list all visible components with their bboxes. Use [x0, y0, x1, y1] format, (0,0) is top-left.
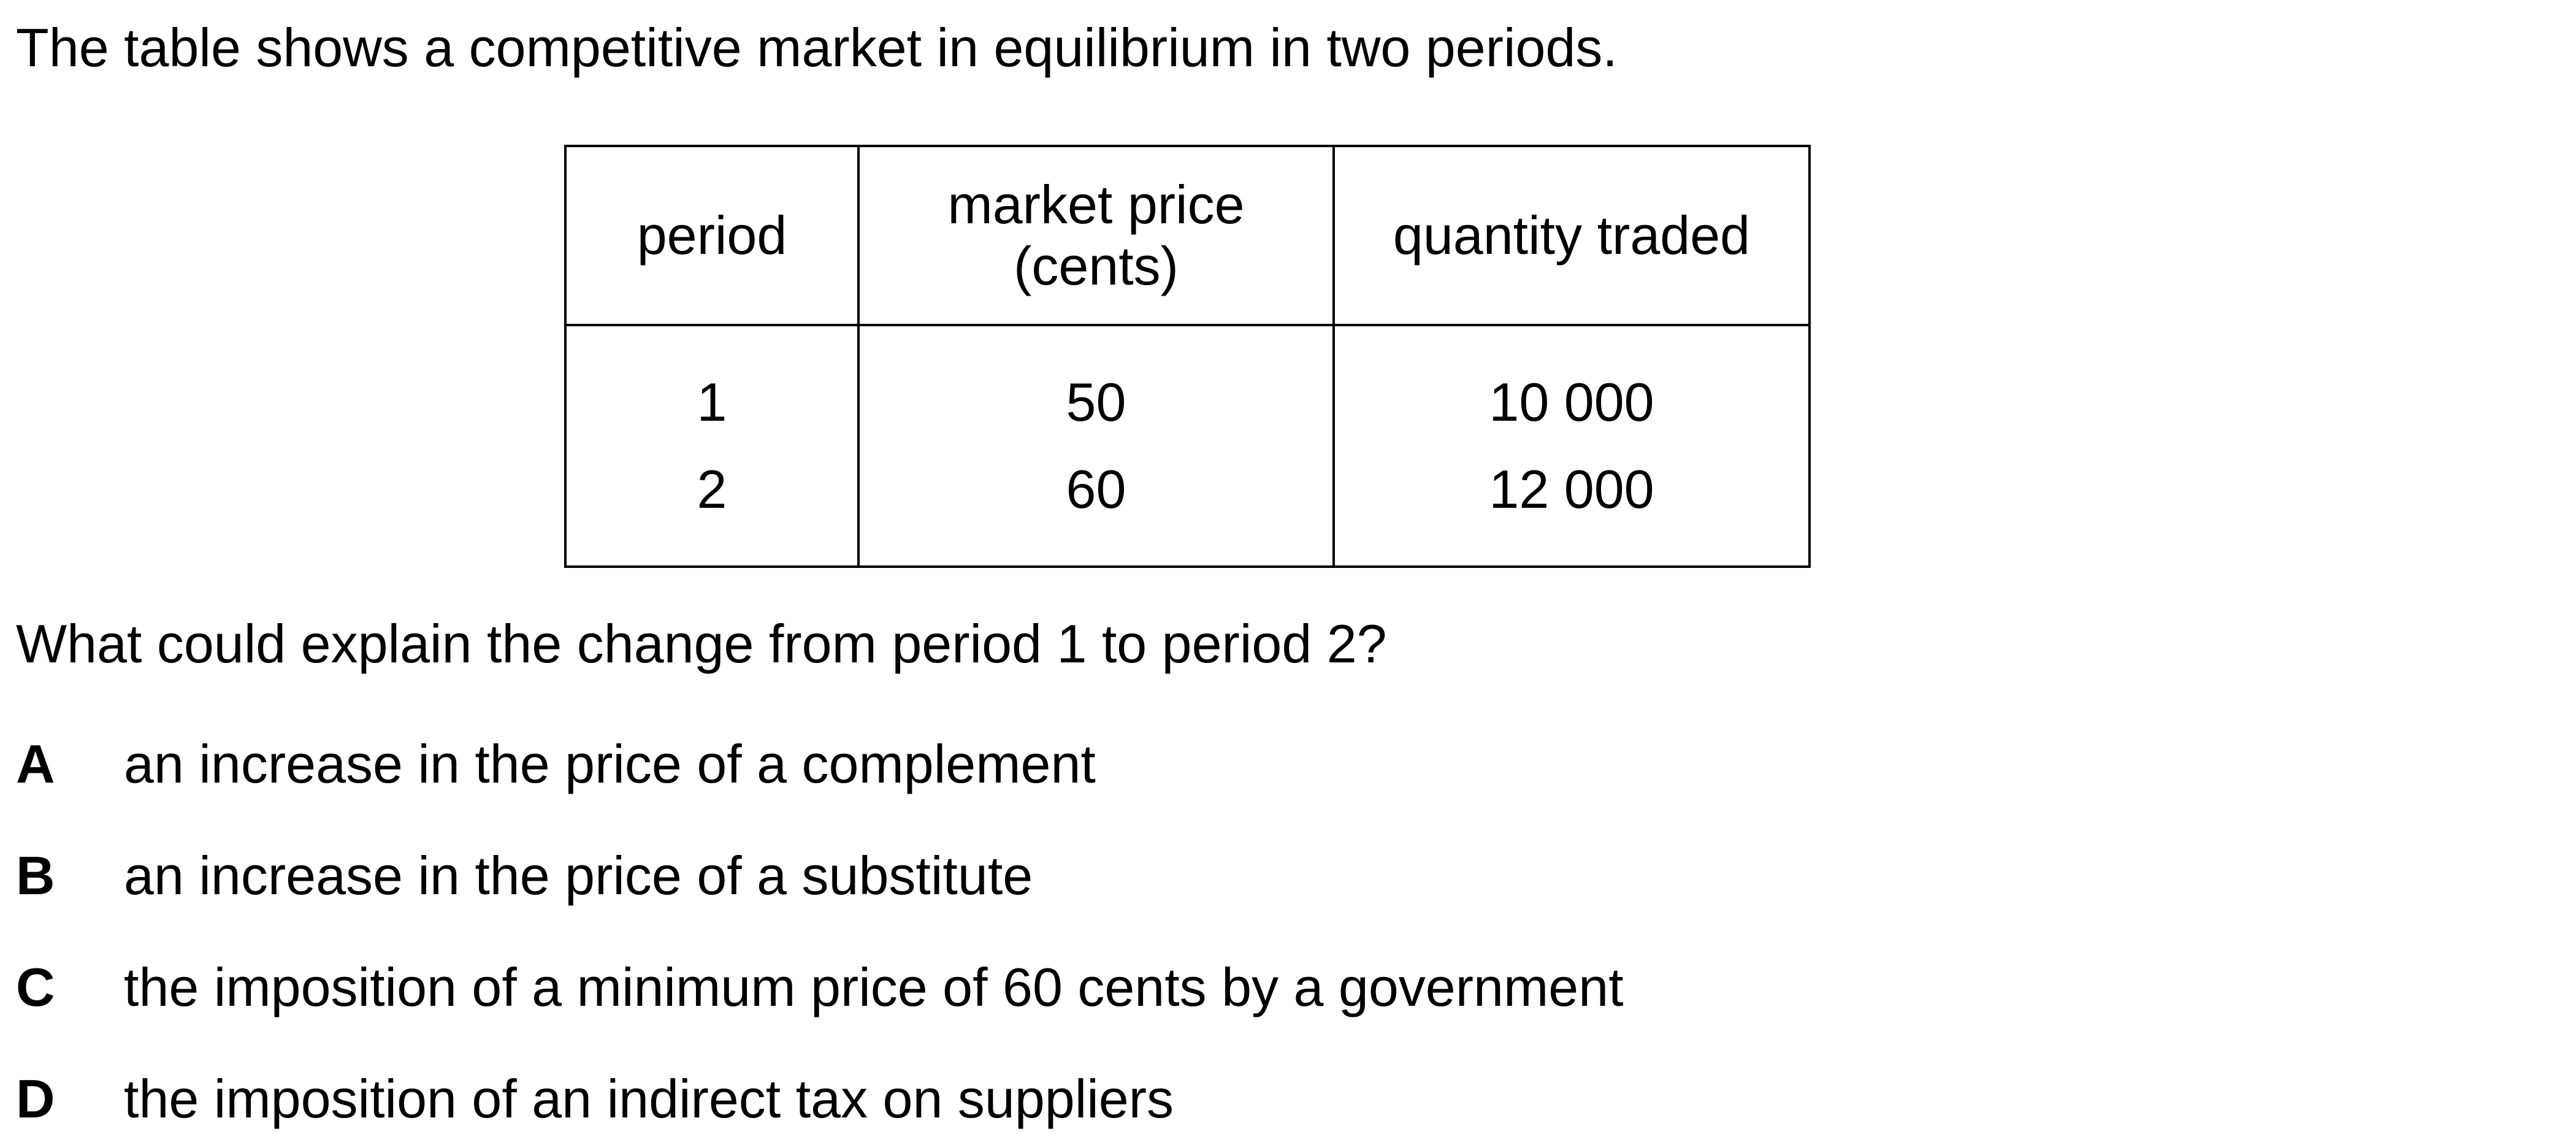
cell-price: 50 — [857, 325, 1335, 438]
market-table: period market price (cents) quantity tra… — [564, 145, 1811, 568]
option-letter: B — [16, 845, 55, 906]
option-text: an increase in the price of a substitute — [124, 845, 1033, 906]
question-text: What could explain the change from perio… — [16, 613, 1387, 674]
cell-quantity: 10 000 — [1332, 325, 1811, 438]
intro-text: The table shows a competitive market in … — [16, 17, 1618, 78]
cell-quantity: 12 000 — [1332, 438, 1811, 568]
option-letter: C — [16, 957, 55, 1017]
option-text: the imposition of an indirect tax on sup… — [124, 1068, 1174, 1129]
cell-period: 1 — [564, 325, 860, 438]
cell-period: 2 — [564, 438, 860, 568]
option-letter: A — [16, 734, 55, 794]
table-header-row: period market price (cents) quantity tra… — [564, 145, 1811, 326]
cell-price: 60 — [857, 438, 1335, 568]
header-market-price: market price (cents) — [857, 145, 1335, 326]
header-market-price-line1: market price — [947, 174, 1245, 235]
option-letter: D — [16, 1068, 55, 1129]
header-period: period — [564, 145, 860, 326]
option-text: an increase in the price of a complement — [124, 734, 1096, 794]
header-quantity-traded: quantity traded — [1332, 145, 1811, 326]
table-row: 1 50 10 000 — [564, 325, 1811, 438]
header-market-price-line2: (cents) — [1014, 236, 1179, 296]
table-row: 2 60 12 000 — [564, 438, 1811, 568]
option-text: the imposition of a minimum price of 60 … — [124, 957, 1624, 1017]
